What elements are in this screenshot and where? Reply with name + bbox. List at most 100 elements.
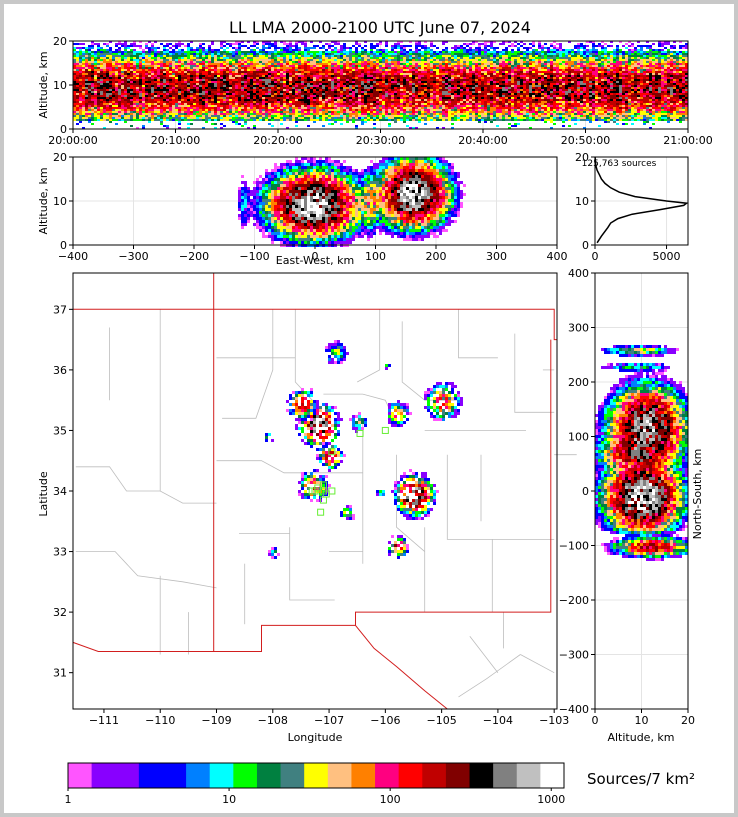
th-cell [262,61,265,63]
th-cell [187,59,190,61]
th-cell [442,113,445,115]
th-cell [463,69,466,71]
th-cell [421,65,424,67]
th-cell [199,53,202,55]
th-cell [460,67,463,69]
th-cell [118,59,121,61]
th-cell [391,113,394,115]
th-cell [208,75,211,77]
th-cell [163,65,166,67]
th-cell [259,67,262,69]
th-cell [286,127,289,129]
th-cell [205,99,208,101]
th-cell [112,111,115,113]
th-cell [337,117,340,119]
th-cell [88,49,91,51]
th-cell [424,83,427,85]
th-cell [376,59,379,61]
th-cell [382,91,385,93]
th-cell [193,51,196,53]
th-cell [178,63,181,65]
th-cell [322,57,325,59]
th-cell [331,69,334,71]
th-cell [418,83,421,85]
th-cell [124,103,127,105]
th-cell [121,101,124,103]
th-cell [304,41,307,43]
th-cell [166,125,169,127]
th-cell [313,47,316,49]
th-cell [463,51,466,53]
th-cell [148,55,151,57]
th-cell [370,109,373,111]
th-cell [373,101,376,103]
th-cell [190,63,193,65]
th-cell [268,95,271,97]
th-cell [151,45,154,47]
th-cell [421,81,424,83]
th-cell [337,101,340,103]
th-cell [352,97,355,99]
th-cell [400,65,403,67]
th-cell [115,71,118,73]
th-cell [154,99,157,101]
th-cell [196,115,199,117]
th-cell [316,73,319,75]
th-cell [427,55,430,57]
th-cell [430,67,433,69]
th-cell [136,101,139,103]
th-cell [76,83,79,85]
th-cell [331,63,334,65]
th-cell [184,115,187,117]
time-height-panel: 20:00:00 20:10:00 20:20:00 20:30:00 20:40:00… [48,35,712,147]
th-cell [340,111,343,113]
th-cell [388,83,391,85]
th-cell [292,81,295,83]
th-cell [313,85,316,87]
th-cell [454,91,457,93]
th-cell [217,107,220,109]
th-cell [97,95,100,97]
th-cell [406,89,409,91]
th-cell [223,71,226,73]
th-cell [232,43,235,45]
th-cell [400,73,403,75]
th-cell [454,47,457,49]
th-cell [217,91,220,93]
th-cell [124,69,127,71]
th-cell [196,93,199,95]
th-cell [214,95,217,97]
th-cell [130,71,133,73]
th-cell [304,51,307,53]
th-cell [382,93,385,95]
th-cell [310,109,313,111]
th-cell [103,107,106,109]
th-cell [289,103,292,105]
th-cell [409,83,412,85]
th-cell [382,67,385,69]
th-cell [433,95,436,97]
th-cell [364,87,367,89]
th-cell [391,105,394,107]
th-cell [127,57,130,59]
th-cell [88,119,91,121]
th-cell [403,113,406,115]
th-cell [418,59,421,61]
th-cell [148,77,151,79]
th-cell [268,101,271,103]
th-cell [181,61,184,63]
th-cell [388,53,391,55]
th-cell [199,75,202,77]
th-cell [226,101,229,103]
th-cell [424,61,427,63]
th-cell [124,113,127,115]
th-cell [274,109,277,111]
th-cell [205,65,208,67]
th-cell [166,115,169,117]
th-cell [391,59,394,61]
th-cell [430,79,433,81]
th-cell [412,69,415,71]
th-cell [382,65,385,67]
th-cell [199,67,202,69]
th-cell [166,49,169,51]
